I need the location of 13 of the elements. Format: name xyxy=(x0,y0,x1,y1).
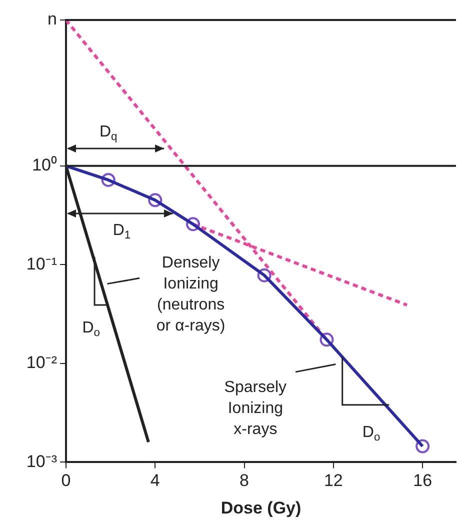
annotation: Sparsely Ionizing x-rays xyxy=(224,378,287,438)
x-tick-label: 8 xyxy=(240,471,250,490)
y-tick-label: 10⁻¹ xyxy=(26,254,58,274)
y-tick-label: n xyxy=(48,10,57,29)
annotation: Densely Ionizing (neutrons or α-rays) xyxy=(156,254,226,334)
x-tick-label: 4 xyxy=(150,471,160,490)
y-tick-label: 10⁻³ xyxy=(26,452,58,471)
x-axis-title: Dose (Gy) xyxy=(220,498,302,518)
x-tick-label: 12 xyxy=(324,471,343,490)
y-tick-label: 10⁻² xyxy=(26,353,58,372)
x-tick-label: 0 xyxy=(61,471,71,490)
y-tick-label: 10⁰ xyxy=(32,156,57,175)
x-tick-label: 16 xyxy=(413,471,432,490)
